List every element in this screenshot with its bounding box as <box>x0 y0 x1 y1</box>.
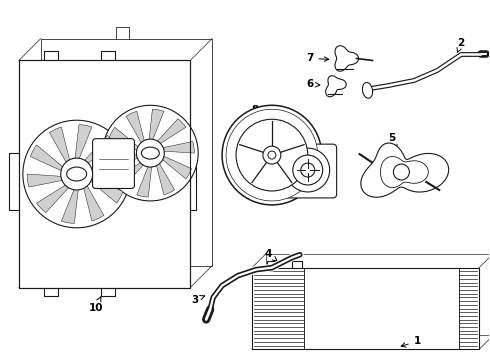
Polygon shape <box>83 183 104 221</box>
Polygon shape <box>155 160 174 195</box>
Circle shape <box>301 163 315 177</box>
Circle shape <box>23 120 130 228</box>
Ellipse shape <box>142 147 159 159</box>
Polygon shape <box>160 154 192 179</box>
Polygon shape <box>335 46 359 71</box>
Circle shape <box>226 109 318 201</box>
Ellipse shape <box>67 167 87 181</box>
Polygon shape <box>159 141 195 153</box>
Circle shape <box>293 155 323 185</box>
FancyBboxPatch shape <box>279 144 337 198</box>
Polygon shape <box>106 153 142 165</box>
Polygon shape <box>326 76 346 97</box>
Polygon shape <box>74 125 92 162</box>
Text: 3: 3 <box>192 294 205 305</box>
Text: 2: 2 <box>457 37 465 53</box>
Polygon shape <box>88 176 123 203</box>
Text: 7: 7 <box>306 54 329 63</box>
Polygon shape <box>30 145 66 172</box>
Polygon shape <box>361 143 449 197</box>
Circle shape <box>61 158 93 190</box>
Circle shape <box>136 139 164 167</box>
Bar <box>19 60 190 288</box>
Bar <box>41 39 212 266</box>
Circle shape <box>222 105 322 205</box>
Polygon shape <box>87 161 126 174</box>
Text: 8: 8 <box>251 105 264 118</box>
Circle shape <box>263 146 281 164</box>
Polygon shape <box>148 109 164 143</box>
Circle shape <box>102 105 198 201</box>
Circle shape <box>286 148 330 192</box>
Circle shape <box>268 151 276 159</box>
Ellipse shape <box>363 82 372 98</box>
Polygon shape <box>27 174 66 187</box>
Polygon shape <box>82 135 117 165</box>
Text: 5: 5 <box>388 133 397 149</box>
Polygon shape <box>37 183 72 213</box>
Polygon shape <box>137 163 152 197</box>
Circle shape <box>236 119 308 191</box>
Polygon shape <box>61 186 79 224</box>
Bar <box>266 254 490 336</box>
Bar <box>19 60 190 288</box>
Polygon shape <box>115 161 146 188</box>
Text: 1: 1 <box>401 336 421 347</box>
Text: 6: 6 <box>306 79 320 89</box>
Polygon shape <box>380 157 428 188</box>
Text: 10: 10 <box>88 297 103 312</box>
FancyBboxPatch shape <box>93 139 134 189</box>
Polygon shape <box>109 127 141 152</box>
Polygon shape <box>155 119 186 146</box>
Polygon shape <box>49 127 71 166</box>
Polygon shape <box>126 111 146 146</box>
Circle shape <box>393 164 409 180</box>
Text: 9: 9 <box>301 147 308 161</box>
Bar <box>252 268 479 349</box>
Text: 4: 4 <box>264 249 277 261</box>
